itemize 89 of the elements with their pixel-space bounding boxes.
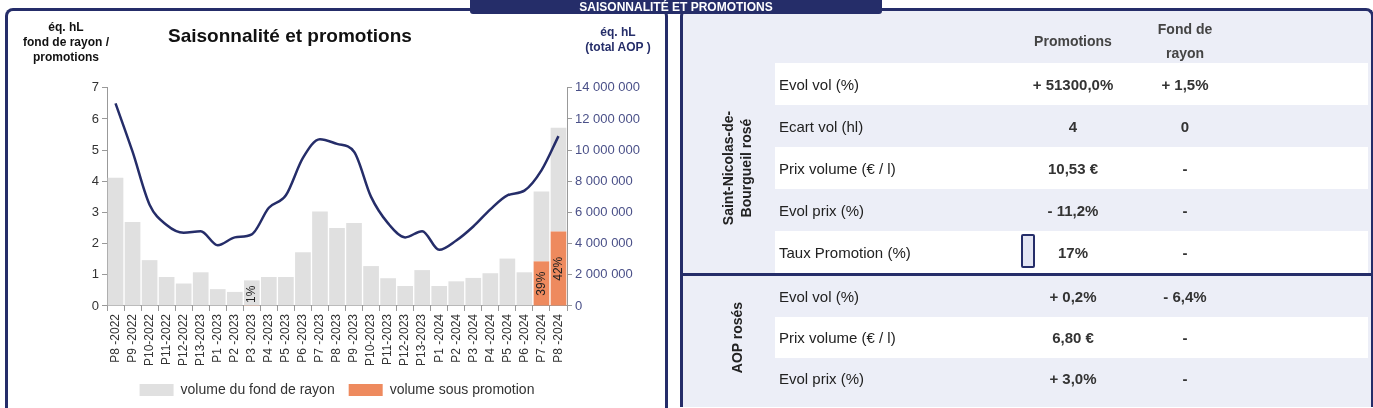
y-tick-label: 2 — [91, 235, 99, 251]
text: - — [1182, 159, 1188, 177]
legend-label: volume sous promotion — [389, 380, 535, 397]
category-label: Evol vol (%) — [779, 75, 860, 93]
category-label: Fond de rayon — [1156, 20, 1214, 63]
y2-tick-label: 6 000 000 — [575, 204, 633, 220]
x-tick-label: P9 -2023 — [346, 313, 361, 363]
bar — [516, 272, 533, 306]
x-tick-label: P10-2023 — [363, 313, 378, 366]
annotation: 39% — [533, 271, 548, 296]
x-tick-label: P8 -2022 — [107, 313, 122, 363]
category-label: Evol vol (%) — [779, 288, 860, 305]
text: - — [1182, 243, 1188, 261]
x-tick-label: P7 -2024 — [533, 313, 548, 363]
text: 0 — [1180, 117, 1190, 135]
x-tick-label: P11-2023 — [380, 313, 395, 366]
y-tick-label: 1 — [91, 266, 99, 282]
y2-tick-label: 10 000 000 — [575, 141, 641, 157]
text: + 51300,0% — [1032, 75, 1114, 93]
x-tick-label: P12-2022 — [175, 313, 190, 366]
text: + 3,0% — [1049, 370, 1097, 387]
x-tick-label: P3 -2024 — [465, 313, 480, 363]
y-tick-label: 3 — [91, 204, 99, 220]
x-tick-label: P4 -2023 — [261, 313, 276, 363]
text: Saint-Nicolas-de- Bourgueil rosé — [719, 110, 755, 226]
x-tick-label: P2 -2023 — [227, 313, 242, 363]
bar — [124, 222, 141, 306]
category-label: Prix volume (€ / l) — [779, 329, 896, 346]
x-tick-label: P8 -2023 — [329, 313, 344, 363]
x-tick-label: P12-2023 — [397, 313, 412, 366]
text: 10,53 € — [1047, 159, 1099, 177]
x-tick-label: P1 -2023 — [210, 313, 225, 363]
y2-tick-label: 12 000 000 — [575, 110, 641, 126]
category-label: Evol prix (%) — [779, 201, 865, 219]
y2-tick-label: 4 000 000 — [575, 235, 633, 251]
annotation: 1% — [244, 285, 259, 303]
x-tick-label: P13-2023 — [414, 313, 429, 366]
x-tick-label: P6 -2024 — [516, 313, 531, 363]
line-series — [114, 102, 560, 252]
y-tick-label: 0 — [91, 297, 99, 313]
text: + 0,2% — [1049, 288, 1097, 305]
x-tick-label: P1 -2024 — [431, 313, 446, 363]
x-tick-label: P5 -2023 — [278, 313, 293, 363]
text: - 6,4% — [1163, 288, 1207, 305]
chart-title: Saisonnalité et promotions — [168, 25, 412, 47]
y-tick-label: 7 — [91, 79, 99, 95]
x-tick-label: P10-2022 — [141, 313, 156, 366]
x-tick-label: P3 -2023 — [244, 313, 259, 363]
text: 4 — [1068, 117, 1078, 135]
text: 6,80 € — [1052, 329, 1094, 346]
x-tick-label: P4 -2024 — [482, 313, 497, 363]
bar — [533, 191, 550, 262]
text: SAISONNALITÉ ET PROMOTIONS — [470, 0, 882, 14]
y-tick-label: 5 — [91, 141, 99, 157]
legend-label: volume du fond de rayon — [180, 380, 335, 397]
bar — [107, 177, 124, 306]
x-tick-label: P9 -2022 — [124, 313, 139, 363]
text: AOP rosés — [728, 301, 746, 374]
x-tick-label: P7 -2023 — [312, 313, 327, 363]
x-tick-label: P2 -2024 — [448, 313, 463, 363]
x-tick-label: P6 -2023 — [295, 313, 310, 363]
y-tick-label: 4 — [91, 172, 99, 188]
category-label: Prix volume (€ / l) — [779, 159, 896, 177]
y2-tick-label: 2 000 000 — [575, 266, 633, 282]
text: - — [1182, 370, 1188, 387]
bar — [499, 258, 516, 306]
y2-tick-label: 0 — [575, 297, 583, 313]
category-label: Ecart vol (hl) — [779, 117, 864, 135]
text: - — [1182, 329, 1188, 346]
x-tick-label: P11-2022 — [158, 313, 173, 366]
text: 17% — [1057, 243, 1089, 261]
x-tick-label: P8 -2024 — [550, 313, 565, 363]
y-tick-label: 6 — [91, 110, 99, 126]
text: - 11,2% — [1047, 201, 1099, 219]
bar — [141, 260, 158, 306]
category-label: Taux Promotion (%) — [779, 243, 911, 261]
x-tick-label: P5 -2024 — [499, 313, 514, 363]
bar — [158, 276, 175, 306]
text: + 1,5% — [1161, 75, 1209, 93]
annotation: 42% — [550, 256, 565, 281]
y2-tick-label: 8 000 000 — [575, 172, 633, 188]
text: - — [1182, 201, 1188, 219]
x-tick-label: P13-2023 — [193, 313, 208, 366]
y2-tick-label: 14 000 000 — [575, 79, 641, 95]
category-label: Evol prix (%) — [779, 370, 865, 387]
bar — [550, 127, 567, 232]
y2-axis-title: éq. hL (total AOP ) — [584, 25, 652, 55]
category-label: Promotions — [1033, 32, 1113, 51]
y-axis-title: éq. hL fond de rayon / promotions — [22, 20, 110, 65]
